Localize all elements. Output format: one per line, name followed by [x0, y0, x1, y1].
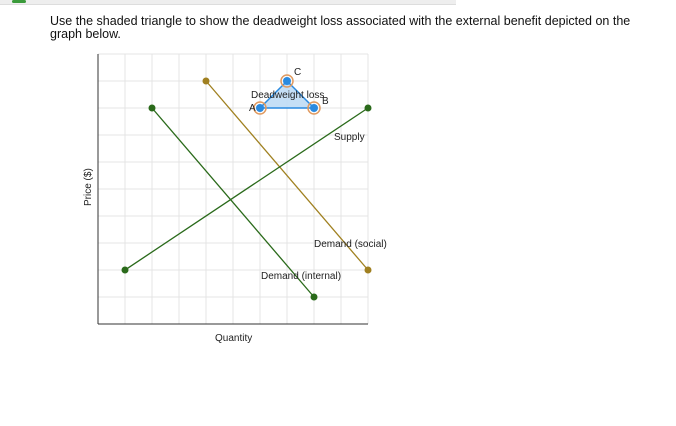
- series-line-0[interactable]: [151, 107, 315, 298]
- series-endpoint[interactable]: [202, 77, 210, 85]
- series-line-1[interactable]: [205, 80, 369, 271]
- question-text: Use the shaded triangle to show the dead…: [50, 14, 631, 41]
- triangle-handle-c[interactable]: [283, 77, 291, 85]
- series-endpoint[interactable]: [310, 293, 318, 301]
- point-label-c: C: [294, 67, 301, 78]
- handle-ring[interactable]: [307, 101, 321, 115]
- series-endpoint[interactable]: [121, 266, 129, 274]
- series-endpoint[interactable]: [364, 266, 372, 274]
- y-axis-label: Price ($): [83, 168, 94, 206]
- x-axis-label: Quantity: [215, 333, 252, 344]
- handle-ring[interactable]: [253, 101, 267, 115]
- point-label-a: A: [249, 103, 256, 114]
- series-endpoint[interactable]: [364, 104, 372, 112]
- point-label-b: B: [322, 96, 329, 107]
- deadweight-loss-triangle[interactable]: [258, 79, 316, 109]
- triangle-handle-a[interactable]: [256, 104, 264, 112]
- series-endpoint[interactable]: [148, 104, 156, 112]
- triangle-handle-b[interactable]: [310, 104, 318, 112]
- status-pill: [12, 0, 26, 3]
- handle-ring[interactable]: [280, 74, 294, 88]
- top-bar: [0, 0, 456, 5]
- triangle-label: Deadweight loss: [251, 90, 324, 101]
- series-label-supply: Supply: [334, 132, 365, 143]
- series-label-demand-internal: Demand (internal): [261, 271, 341, 282]
- series-line-2[interactable]: [124, 107, 369, 271]
- series-label-demand-social: Demand (social): [314, 239, 387, 250]
